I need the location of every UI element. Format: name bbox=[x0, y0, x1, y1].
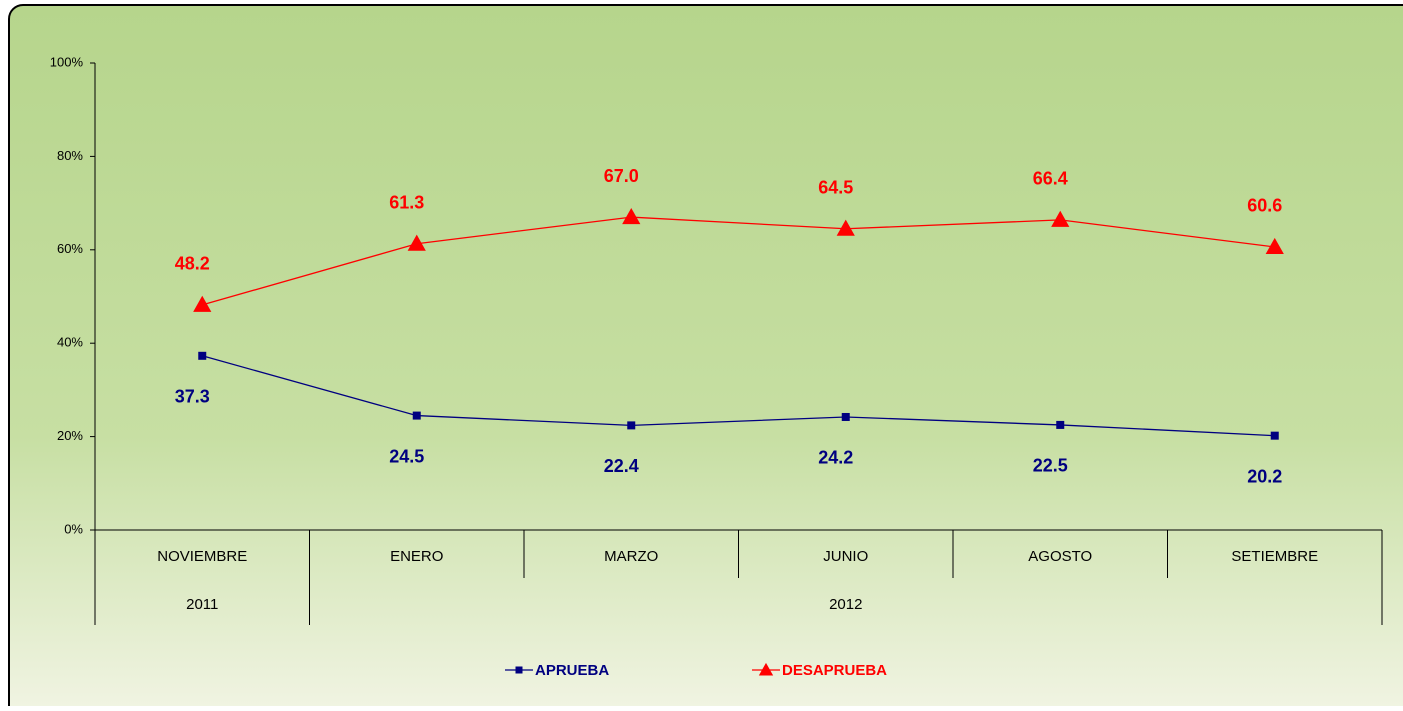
data-label: 66.4 bbox=[1033, 169, 1068, 189]
data-label: 24.5 bbox=[389, 446, 424, 466]
x-tick-label: ENERO bbox=[390, 548, 443, 565]
data-point bbox=[412, 411, 421, 420]
data-point bbox=[1270, 431, 1279, 440]
data-point bbox=[198, 351, 207, 360]
data-point bbox=[836, 219, 855, 236]
data-label: 61.3 bbox=[389, 192, 424, 212]
legend-marker bbox=[758, 662, 774, 676]
x-tick-label: MARZO bbox=[604, 548, 658, 565]
x-tick-label: NOVIEMBRE bbox=[157, 548, 247, 565]
data-label: 22.5 bbox=[1033, 456, 1068, 476]
data-label: 64.5 bbox=[818, 178, 853, 198]
legend-label: DESAPRUEBA bbox=[782, 662, 887, 679]
data-point bbox=[622, 208, 641, 225]
data-label: 48.2 bbox=[175, 254, 210, 274]
data-point bbox=[841, 412, 850, 421]
data-label: 37.3 bbox=[175, 387, 210, 407]
y-tick-label: 0% bbox=[64, 521, 83, 536]
x-tick-label: AGOSTO bbox=[1028, 548, 1092, 565]
data-label: 60.6 bbox=[1247, 196, 1282, 216]
data-point bbox=[1051, 210, 1070, 227]
plot: 0% 20% 40% 60% 80% 100% 2011 2012 NOVIEMBRE ENERO… bbox=[50, 54, 1383, 679]
series-line bbox=[202, 355, 1275, 437]
data-label: 20.2 bbox=[1247, 466, 1282, 486]
data-point bbox=[627, 421, 636, 430]
data-point bbox=[1056, 420, 1065, 429]
group-label: 2011 bbox=[186, 596, 218, 613]
y-tick-label: 20% bbox=[57, 428, 83, 443]
data-point bbox=[407, 234, 426, 251]
legend-label: APRUEBA bbox=[535, 662, 609, 679]
chart-frame bbox=[8, 4, 1403, 711]
data-point bbox=[193, 295, 212, 312]
data-point bbox=[1265, 237, 1284, 254]
x-tick-label: JUNIO bbox=[823, 548, 868, 565]
y-tick-label: 40% bbox=[57, 335, 83, 350]
y-tick-label: 60% bbox=[57, 241, 83, 256]
series-line bbox=[202, 216, 1275, 306]
group-label: 2012 bbox=[829, 596, 862, 613]
data-label: 67.0 bbox=[604, 166, 639, 186]
data-label: 22.4 bbox=[604, 456, 639, 476]
legend-marker bbox=[515, 666, 523, 674]
y-tick-label: 80% bbox=[57, 148, 83, 163]
data-label: 24.2 bbox=[818, 448, 853, 468]
x-tick-label: SETIEMBRE bbox=[1231, 548, 1318, 565]
y-tick-label: 100% bbox=[50, 54, 84, 69]
